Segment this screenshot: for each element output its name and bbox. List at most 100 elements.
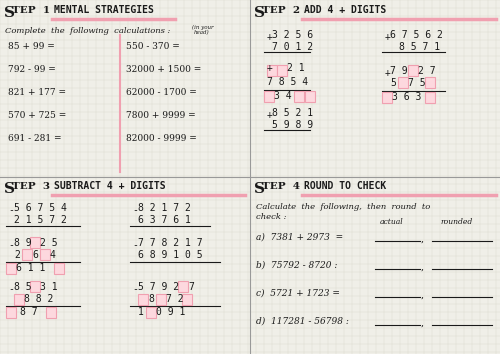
Text: 2: 2 — [14, 250, 20, 260]
Text: ,: , — [421, 291, 424, 300]
Text: ROUND TO CHECK: ROUND TO CHECK — [304, 181, 386, 191]
Text: 8 5 2 1: 8 5 2 1 — [272, 108, 313, 118]
Text: 5: 5 — [390, 78, 396, 88]
Bar — [305, 91, 315, 102]
Text: 8 9: 8 9 — [14, 238, 32, 248]
Text: SUBTRACT 4 + DIGITS: SUBTRACT 4 + DIGITS — [54, 181, 166, 191]
Text: 7: 7 — [188, 282, 194, 292]
Text: Complete  the  following  calculations :: Complete the following calculations : — [5, 27, 170, 35]
Bar — [156, 294, 166, 305]
Text: 82000 - 9999 =: 82000 - 9999 = — [126, 134, 197, 143]
Text: (in your: (in your — [192, 25, 214, 30]
Text: ADD 4 + DIGITS: ADD 4 + DIGITS — [304, 5, 386, 15]
Text: ,: , — [421, 235, 424, 244]
Text: S: S — [4, 182, 15, 196]
Text: 2 1 5 7 2: 2 1 5 7 2 — [14, 215, 67, 225]
Text: 8 5 7 1: 8 5 7 1 — [399, 42, 440, 52]
Text: 2 5: 2 5 — [40, 238, 58, 248]
Text: 7800 + 9999 =: 7800 + 9999 = — [126, 111, 196, 120]
Text: +: + — [267, 63, 273, 73]
Text: 7 7 8 2 1 7: 7 7 8 2 1 7 — [138, 238, 202, 248]
Text: 5 6 7 5 4: 5 6 7 5 4 — [14, 203, 67, 213]
Text: 570 + 725 =: 570 + 725 = — [8, 111, 66, 120]
Text: b)  75792 - 8720 :: b) 75792 - 8720 : — [256, 261, 338, 270]
Text: 2 1: 2 1 — [287, 63, 304, 73]
Text: -: - — [8, 205, 14, 215]
Bar — [264, 91, 274, 102]
Text: 8 5: 8 5 — [14, 282, 32, 292]
Text: 32000 + 1500 =: 32000 + 1500 = — [126, 65, 201, 74]
Text: -: - — [132, 205, 138, 215]
Bar — [54, 263, 64, 274]
Text: c)  5721 + 1723 =: c) 5721 + 1723 = — [256, 289, 340, 298]
Text: 3 4: 3 4 — [274, 91, 291, 101]
Bar — [40, 249, 50, 260]
Text: MENTAL STRATEGIES: MENTAL STRATEGIES — [54, 5, 154, 15]
Text: 7 9: 7 9 — [390, 66, 407, 76]
Text: TEP  4: TEP 4 — [262, 182, 300, 191]
Bar — [6, 307, 16, 318]
Text: -: - — [8, 240, 14, 250]
Text: TEP  1: TEP 1 — [12, 6, 50, 15]
Text: 8 7: 8 7 — [20, 307, 38, 317]
Text: 6 7 5 6 2: 6 7 5 6 2 — [390, 30, 443, 40]
Text: 7 8 5 4: 7 8 5 4 — [267, 77, 308, 87]
Text: 6: 6 — [32, 250, 38, 260]
Text: 6 3 7 6 1: 6 3 7 6 1 — [138, 215, 191, 225]
Bar — [425, 92, 435, 103]
Text: TEP  3: TEP 3 — [12, 182, 50, 191]
Text: ,: , — [421, 319, 424, 328]
Text: S: S — [254, 6, 265, 20]
Bar — [425, 77, 435, 88]
Text: 8 2 1 7 2: 8 2 1 7 2 — [138, 203, 191, 213]
Text: +: + — [267, 110, 273, 120]
Text: S: S — [4, 6, 15, 20]
Text: -: - — [8, 284, 14, 294]
Bar — [138, 294, 148, 305]
Text: 3 6 3: 3 6 3 — [392, 92, 422, 102]
Text: -: - — [132, 284, 138, 294]
Text: +: + — [385, 68, 391, 78]
Bar — [178, 281, 188, 292]
Bar — [408, 65, 418, 76]
Text: check :: check : — [256, 213, 286, 221]
Bar — [382, 92, 392, 103]
Text: head): head) — [194, 30, 210, 35]
Text: actual: actual — [380, 218, 404, 226]
Bar — [182, 294, 192, 305]
Text: 5 9 8 9: 5 9 8 9 — [272, 120, 313, 130]
Text: +: + — [385, 32, 391, 42]
Bar — [30, 281, 40, 292]
Bar — [14, 294, 24, 305]
Text: 7 2: 7 2 — [166, 294, 184, 304]
Text: 3 1: 3 1 — [40, 282, 58, 292]
Text: 6 1 1: 6 1 1 — [16, 263, 46, 273]
Text: 62000 - 1700 =: 62000 - 1700 = — [126, 88, 197, 97]
Bar — [277, 65, 287, 76]
Text: d)  117281 - 56798 :: d) 117281 - 56798 : — [256, 317, 349, 326]
Text: 7 5: 7 5 — [408, 78, 426, 88]
Text: 5 7 9 2: 5 7 9 2 — [138, 282, 179, 292]
Bar — [6, 263, 16, 274]
Bar — [146, 307, 156, 318]
Text: 550 - 370 =: 550 - 370 = — [126, 42, 180, 51]
Text: 8: 8 — [148, 294, 154, 304]
Text: +: + — [267, 32, 273, 42]
Bar — [398, 77, 408, 88]
Text: S: S — [254, 182, 265, 196]
Text: 821 + 177 =: 821 + 177 = — [8, 88, 66, 97]
Text: -: - — [132, 240, 138, 250]
Text: 792 - 99 =: 792 - 99 = — [8, 65, 56, 74]
Text: ,: , — [421, 263, 424, 272]
Text: Calculate  the  following,  then  round  to: Calculate the following, then round to — [256, 203, 430, 211]
Bar — [267, 65, 277, 76]
Text: 0 9 1: 0 9 1 — [156, 307, 186, 317]
Bar — [46, 307, 56, 318]
Text: 4: 4 — [50, 250, 56, 260]
Text: 2 7: 2 7 — [418, 66, 436, 76]
Text: 6 8 9 1 0 5: 6 8 9 1 0 5 — [138, 250, 202, 260]
Text: rounded: rounded — [440, 218, 472, 226]
Text: 3 2 5 6: 3 2 5 6 — [272, 30, 313, 40]
Text: a)  7381 + 2973  =: a) 7381 + 2973 = — [256, 233, 343, 242]
Text: 691 - 281 =: 691 - 281 = — [8, 134, 62, 143]
